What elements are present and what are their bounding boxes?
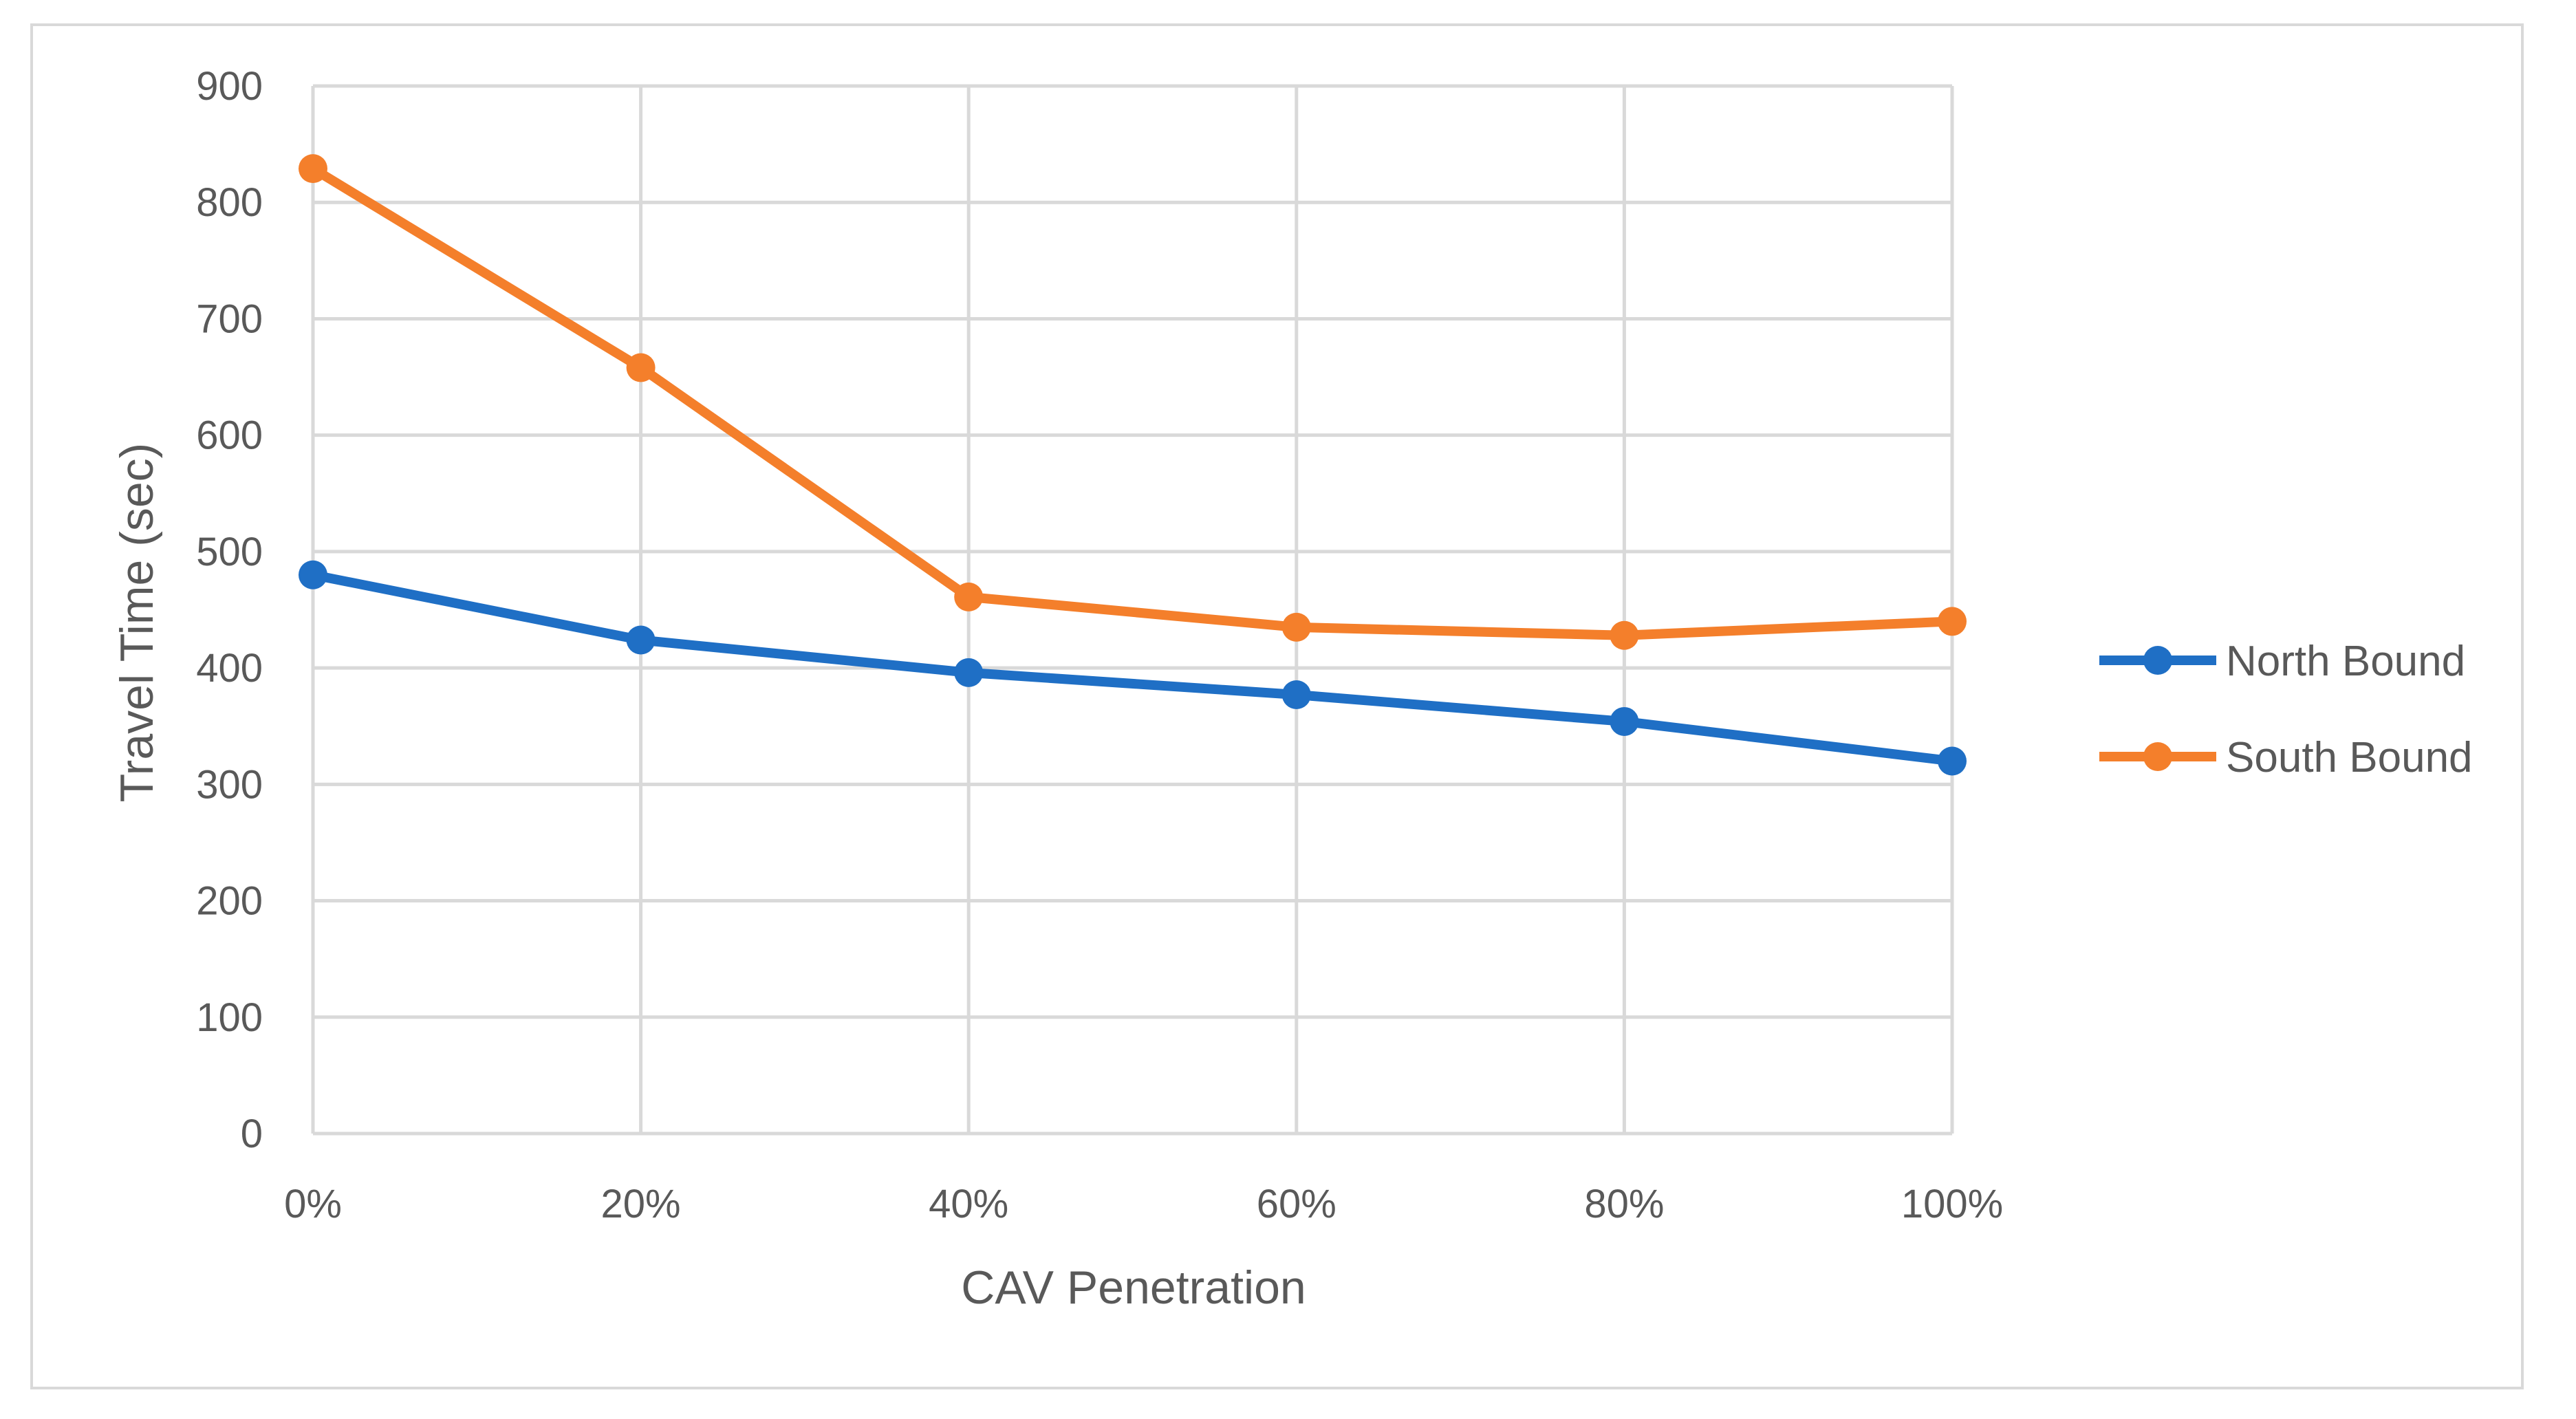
y-tick-label: 200 (196, 879, 263, 924)
grid-lines (311, 84, 1954, 1136)
legend-label: North Bound (2226, 638, 2465, 685)
data-point (1281, 612, 1311, 642)
x-tick-labels: 0% 20% 40% 60% 80% 100% (284, 1182, 2003, 1226)
y-tick-label: 100 (196, 995, 263, 1040)
data-point (1938, 746, 1967, 776)
x-tick-label: 0% (284, 1182, 342, 1226)
y-tick-label: 500 (196, 530, 263, 574)
series-lines (299, 154, 1967, 776)
y-tick-labels: 0 100 200 300 400 500 600 700 800 900 (196, 64, 263, 1156)
legend-swatch-marker (2143, 742, 2172, 771)
legend-swatch-marker (2143, 646, 2172, 675)
x-tick-label: 100% (1901, 1182, 2003, 1226)
y-axis-title: Travel Time (sec) (111, 443, 163, 803)
series-line-0 (308, 570, 1957, 766)
data-point (954, 582, 984, 611)
y-tick-label: 700 (196, 296, 263, 341)
data-point (954, 658, 984, 687)
x-tick-label: 80% (1584, 1182, 1664, 1226)
x-axis-title: CAV Penetration (961, 1261, 1306, 1314)
y-tick-label: 800 (196, 180, 263, 225)
data-point (1938, 607, 1967, 636)
data-point (1610, 620, 1639, 650)
x-tick-label: 20% (601, 1182, 681, 1226)
data-point (626, 625, 656, 655)
y-tick-label: 400 (196, 646, 263, 691)
data-point (1281, 680, 1311, 710)
data-point (299, 560, 327, 589)
legend: North Bound South Bound (2099, 638, 2473, 781)
data-point (299, 154, 327, 184)
y-tick-label: 900 (196, 64, 263, 109)
y-tick-label: 600 (196, 413, 263, 458)
data-point (1610, 706, 1639, 736)
y-tick-label: 300 (196, 762, 263, 807)
x-tick-label: 40% (929, 1182, 1008, 1226)
series-line-1 (308, 164, 1957, 640)
x-tick-label: 60% (1257, 1182, 1336, 1226)
data-point (626, 353, 656, 382)
y-tick-label: 0 (241, 1112, 263, 1156)
legend-label: South Bound (2226, 734, 2473, 781)
